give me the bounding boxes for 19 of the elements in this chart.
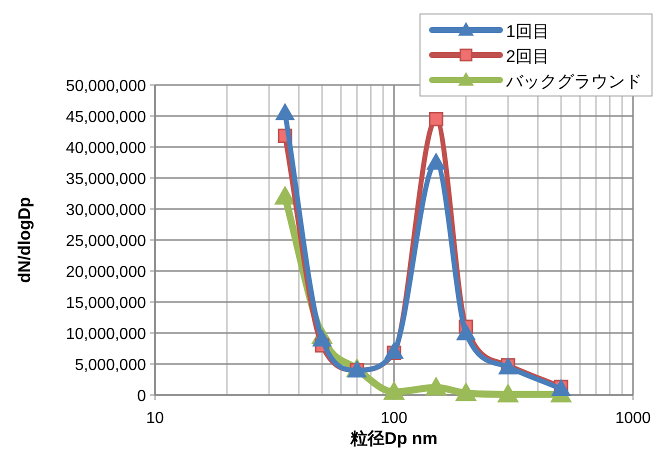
y-tick-label: 10,000,000 <box>66 326 146 343</box>
y-tick-label: 15,000,000 <box>66 295 146 312</box>
x-tick-label: 100 <box>380 410 408 427</box>
legend-label: 1回目 <box>506 22 550 41</box>
x-axis-title: 粒径Dp nm <box>350 429 438 448</box>
legend-label: バックグラウンド <box>505 72 642 91</box>
x-tick-label: 10 <box>146 410 164 427</box>
y-tick-label: 20,000,000 <box>66 264 146 281</box>
y-tick-label: 35,000,000 <box>66 171 146 188</box>
y-tick-label: 0 <box>137 388 146 405</box>
y-tick-label: 25,000,000 <box>66 233 146 250</box>
x-tick-label: 1000 <box>615 410 651 427</box>
y-tick-label: 45,000,000 <box>66 109 146 126</box>
y-tick-label: 50,000,000 <box>66 78 146 95</box>
y-tick-label: 30,000,000 <box>66 202 146 219</box>
legend-label: 2回目 <box>506 47 550 66</box>
y-tick-label: 40,000,000 <box>66 140 146 157</box>
y-axis-title: dN/dlogDp <box>15 197 34 283</box>
y-tick-label: 5,000,000 <box>74 357 146 374</box>
